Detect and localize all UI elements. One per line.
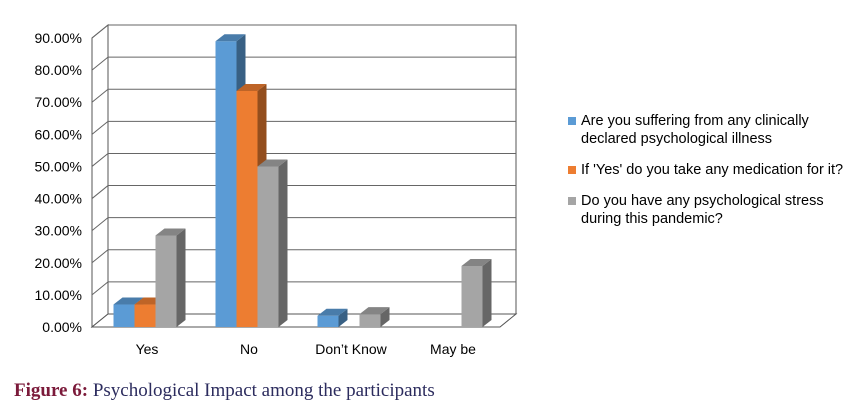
bar bbox=[359, 307, 390, 327]
bar-side bbox=[338, 308, 348, 327]
bar-front bbox=[257, 166, 279, 327]
bar-top bbox=[461, 258, 492, 266]
bar bbox=[317, 308, 348, 327]
x-tick-label: Don’t Know bbox=[315, 341, 387, 357]
x-tick-label: May be bbox=[430, 341, 476, 357]
bar-top bbox=[215, 34, 246, 42]
y-tick-label: 10.00% bbox=[35, 287, 82, 303]
gridline bbox=[91, 185, 516, 199]
caption-text: Psychological Impact among the participa… bbox=[92, 380, 435, 401]
legend-item: Are you suffering from any clinically de… bbox=[568, 112, 853, 148]
y-tick-label: 70.00% bbox=[35, 94, 82, 110]
legend-swatch bbox=[568, 117, 576, 125]
y-tick-label: 90.00% bbox=[35, 30, 82, 46]
bar-front bbox=[236, 90, 258, 327]
bar-front bbox=[113, 304, 135, 327]
bar-side bbox=[278, 159, 288, 327]
x-tick-label: No bbox=[240, 341, 258, 357]
y-tick-label: 40.00% bbox=[35, 191, 82, 207]
y-axis: 0.00% 10.00% 20.00% 30.00% 40.00% 50.00% 60.00… bbox=[35, 30, 82, 335]
y-tick-label: 80.00% bbox=[35, 62, 82, 78]
bar bbox=[461, 258, 492, 327]
y-tick-label: 60.00% bbox=[35, 126, 82, 142]
bar-top bbox=[257, 159, 288, 167]
legend-swatch bbox=[568, 197, 576, 205]
bar-top bbox=[359, 307, 390, 315]
legend-item: If 'Yes' do you take any medication for … bbox=[568, 161, 853, 179]
bar bbox=[155, 228, 186, 327]
bar-front bbox=[155, 235, 177, 327]
y-tick-label: 20.00% bbox=[35, 255, 82, 271]
bar-side bbox=[176, 228, 186, 327]
bar-front bbox=[461, 265, 483, 327]
bar-front bbox=[215, 41, 237, 327]
bar-top bbox=[236, 83, 267, 91]
bar-top bbox=[155, 228, 186, 236]
gridlines bbox=[90, 23, 518, 329]
legend-label: Do you have any psychological stress dur… bbox=[581, 193, 824, 227]
x-axis: Yes No Don’t Know May be bbox=[136, 341, 477, 357]
gridline bbox=[91, 281, 516, 296]
bar bbox=[257, 159, 288, 327]
bar-front bbox=[359, 314, 381, 327]
legend-label: If 'Yes' do you take any medication for … bbox=[581, 162, 844, 178]
bar-top bbox=[317, 308, 348, 316]
bar-top bbox=[113, 297, 144, 305]
x-tick-label: Yes bbox=[136, 341, 159, 357]
figure-caption: Figure 6: Psychological Impact among the… bbox=[14, 380, 435, 402]
legend: Are you suffering from any clinically de… bbox=[568, 112, 853, 241]
bar-chart: 0.00% 10.00% 20.00% 30.00% 40.00% 50.00% 60.00… bbox=[35, 23, 518, 357]
y-tick-label: 0.00% bbox=[42, 319, 82, 335]
gridline bbox=[91, 152, 516, 167]
y-tick-label: 50.00% bbox=[35, 158, 82, 174]
gridline bbox=[91, 217, 516, 232]
legend-swatch bbox=[568, 166, 576, 174]
y-tick-label: 30.00% bbox=[35, 223, 82, 239]
caption-label: Figure 6: bbox=[14, 380, 89, 401]
side-wall bbox=[91, 23, 109, 329]
bar-front bbox=[317, 315, 339, 327]
gridline bbox=[91, 249, 516, 264]
legend-label: Are you suffering from any clinically de… bbox=[581, 113, 809, 147]
gridline bbox=[91, 88, 516, 103]
bar-front bbox=[134, 304, 156, 327]
bars bbox=[113, 34, 492, 327]
bar-side bbox=[380, 307, 390, 327]
bar-side bbox=[482, 258, 492, 327]
gridline bbox=[91, 120, 516, 135]
legend-item: Do you have any psychological stress dur… bbox=[568, 192, 853, 228]
gridline bbox=[91, 56, 516, 71]
gridline bbox=[91, 24, 516, 39]
